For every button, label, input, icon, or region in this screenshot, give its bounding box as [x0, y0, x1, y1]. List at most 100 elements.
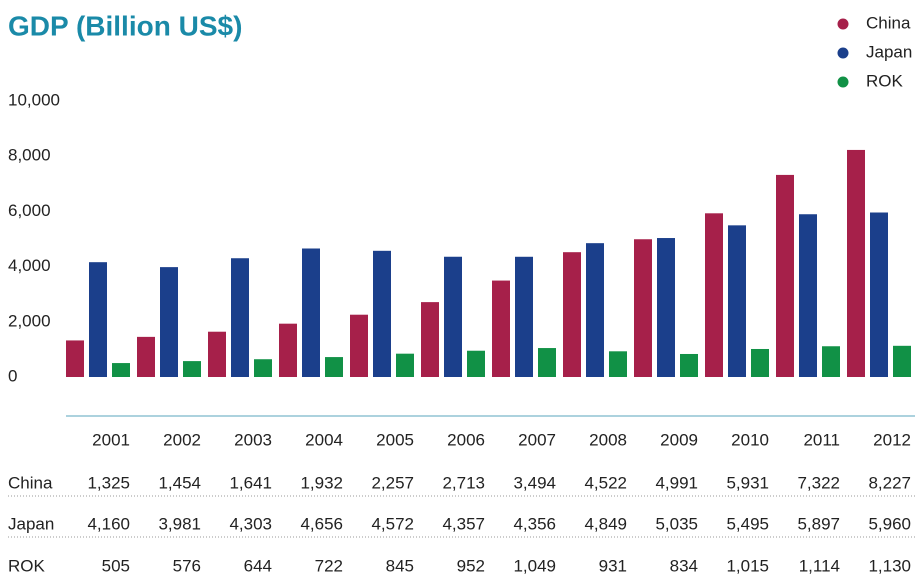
bar [634, 239, 652, 377]
bar [586, 243, 604, 377]
bar [609, 351, 627, 377]
row-label: ROK [8, 556, 46, 575]
x-tick-label: 2011 [803, 430, 840, 449]
table-cell: 834 [670, 556, 698, 575]
x-tick-label: 2002 [163, 430, 201, 449]
legend-label: Japan [866, 42, 912, 61]
legend-marker [837, 47, 849, 59]
bar [515, 256, 533, 377]
bar [89, 262, 107, 377]
table-cell: 4,357 [442, 514, 485, 533]
bar [705, 213, 723, 377]
bar [538, 348, 556, 377]
table-cell: 4,160 [87, 514, 130, 533]
table-cell: 4,356 [513, 514, 556, 533]
x-tick-label: 2003 [234, 430, 272, 449]
bar [254, 359, 272, 377]
y-tick-label: 4,000 [8, 256, 51, 275]
table-cell: 1,454 [158, 473, 201, 492]
table-cell: 4,656 [300, 514, 343, 533]
legend-label: ROK [866, 71, 904, 90]
table-cell: 1,049 [513, 556, 556, 575]
bar [160, 267, 178, 377]
table-cell: 1,114 [799, 556, 840, 575]
row-label: Japan [8, 514, 54, 533]
legend-marker [837, 18, 849, 30]
bar [137, 336, 155, 377]
table-cell: 5,960 [868, 514, 911, 533]
table-cell: 644 [244, 556, 272, 575]
bar [231, 258, 249, 377]
bar [350, 314, 368, 377]
x-tick-label: 2005 [376, 430, 414, 449]
bar [421, 302, 439, 377]
y-tick-label: 0 [8, 366, 17, 385]
row-label: China [8, 473, 53, 492]
bar [492, 280, 510, 377]
table-cell: 7,322 [797, 473, 840, 492]
table-cell: 2,713 [442, 473, 485, 492]
table-cell: 1,325 [87, 473, 130, 492]
bar [467, 350, 485, 377]
y-tick-label: 8,000 [8, 146, 51, 165]
bar [847, 149, 865, 377]
legend-marker [837, 76, 849, 88]
bar [112, 363, 130, 377]
bar [870, 212, 888, 377]
table-cell: 1,641 [229, 473, 272, 492]
table-cell: 2,257 [371, 473, 414, 492]
table-cell: 3,494 [513, 473, 556, 492]
bar [776, 174, 794, 377]
bar [183, 361, 201, 377]
x-tick-label: 2012 [873, 430, 911, 449]
legend-label: China [866, 13, 911, 32]
table-cell: 952 [457, 556, 485, 575]
bar [799, 214, 817, 377]
table-cell: 1,015 [726, 556, 769, 575]
table-cell: 3,981 [158, 514, 201, 533]
bar [396, 353, 414, 377]
table-cell: 5,897 [797, 514, 840, 533]
bar [302, 248, 320, 377]
table-cell: 5,495 [726, 514, 769, 533]
x-tick-label: 2004 [305, 430, 343, 449]
table-cell: 4,991 [655, 473, 698, 492]
table-cell: 931 [599, 556, 627, 575]
table-cell: 1,932 [300, 473, 343, 492]
table-cell: 4,522 [584, 473, 627, 492]
bar [728, 225, 746, 377]
table-cell: 1,130 [868, 556, 911, 575]
y-tick-label: 10,000 [8, 90, 60, 109]
bar [680, 353, 698, 377]
bar [657, 238, 675, 377]
y-tick-label: 6,000 [8, 201, 51, 220]
table-cell: 505 [102, 556, 130, 575]
bar [893, 345, 911, 377]
bar [279, 323, 297, 377]
table-cell: 5,931 [726, 473, 769, 492]
x-tick-label: 2006 [447, 430, 485, 449]
table-cell: 4,303 [229, 514, 272, 533]
table-cell: 722 [315, 556, 343, 575]
x-tick-label: 2009 [660, 430, 698, 449]
bar [373, 250, 391, 377]
table-cell: 4,572 [371, 514, 414, 533]
table-cell: 8,227 [868, 473, 911, 492]
table-cell: 4,849 [584, 514, 627, 533]
x-tick-label: 2001 [92, 430, 130, 449]
bar [208, 331, 226, 377]
y-tick-label: 2,000 [8, 311, 51, 330]
x-tick-label: 2008 [589, 430, 627, 449]
bar [751, 348, 769, 377]
table-cell: 5,035 [655, 514, 698, 533]
table-cell: 576 [173, 556, 201, 575]
bar [563, 252, 581, 377]
table-cell: 845 [386, 556, 414, 575]
x-tick-label: 2010 [731, 430, 769, 449]
bar [822, 346, 840, 377]
chart-title: GDP (Billion US$) [8, 10, 242, 41]
bar [325, 357, 343, 377]
x-tick-label: 2007 [518, 430, 556, 449]
bar [444, 256, 462, 377]
